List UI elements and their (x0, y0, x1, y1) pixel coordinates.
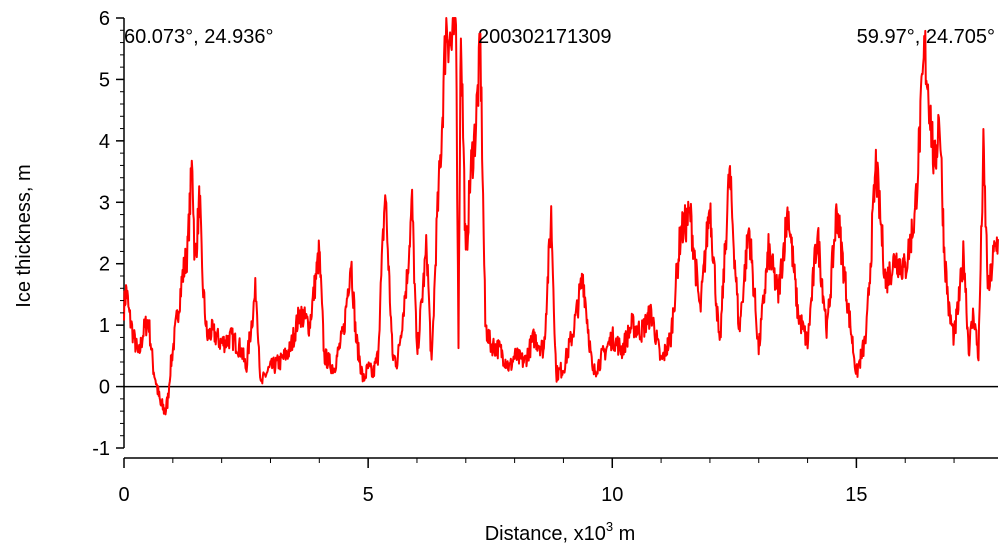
y-axis-title: Ice thickness, m (13, 164, 35, 307)
y-tick-label: 5 (99, 69, 110, 91)
axes (123, 18, 998, 459)
x-tick-label: 15 (845, 484, 867, 506)
x-tick-label: 5 (363, 484, 374, 506)
y-tick-label: 3 (99, 192, 110, 214)
end-coordinate-label: 59.97°, 24.705° (857, 26, 995, 48)
ice-thickness-series-line (123, 17, 999, 416)
axis-ticks: -1 0 1 2 3 4 5 6 0 5 10 15 (92, 8, 955, 506)
y-tick-label: 6 (99, 8, 110, 30)
y-tick-label: 2 (99, 254, 110, 276)
x-axis-title-unit: m (613, 523, 635, 545)
x-tick-label: 10 (601, 484, 623, 506)
y-tick-label: 0 (99, 377, 110, 399)
x-axis-title-main: Distance, x10 (485, 523, 606, 545)
x-axis-title: Distance, x103 m (485, 519, 636, 545)
y-tick-label: 1 (99, 315, 110, 337)
y-tick-label: -1 (92, 438, 110, 460)
x-tick-label: 0 (118, 484, 129, 506)
profile-id-label: 200302171309 (478, 26, 611, 48)
start-coordinate-label: 60.073°, 24.936° (124, 26, 273, 48)
y-tick-label: 4 (99, 131, 110, 153)
x-axis-title-exponent: 3 (606, 519, 613, 534)
